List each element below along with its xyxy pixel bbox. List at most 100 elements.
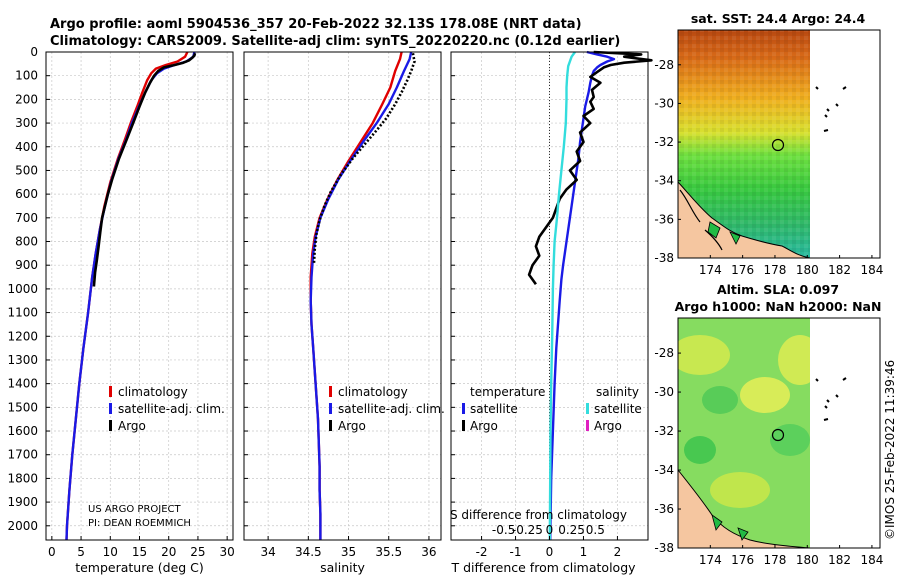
- legend-marker-t-satellite: [462, 403, 465, 414]
- map-x-tick-label: 184: [860, 263, 883, 277]
- salinity-panel: 34 34.5 35 35.5 36 salinity: [243, 51, 442, 575]
- legend-title-temperature: temperature: [470, 385, 545, 399]
- land-vegetation: [711, 514, 749, 541]
- y-tick-label: 600: [15, 187, 38, 201]
- legend-marker-satellite: [329, 403, 332, 414]
- sla-feature: [770, 424, 810, 456]
- legend-label-t-argo: Argo: [470, 419, 498, 433]
- map-y-tick-label: -36: [654, 212, 674, 226]
- series-line-t-satellite: [549, 50, 616, 541]
- series-line-satellite-adj-clim-: [309, 51, 413, 540]
- map-y-tick-label: -34: [654, 174, 674, 188]
- y-tick-label: 800: [15, 235, 38, 249]
- map-x-tick-label: 178: [764, 553, 787, 567]
- map-x-tick-label: 180: [796, 263, 819, 277]
- sla-map-frame: [677, 317, 881, 549]
- y-tick-label: 200: [15, 92, 38, 106]
- legend-marker-s-argo: [586, 420, 589, 431]
- legend-marker-argo: [109, 420, 112, 431]
- sla-feature: [684, 436, 716, 464]
- sla-feature: [740, 377, 790, 413]
- y-tick-label: 500: [15, 163, 38, 177]
- legend-label-argo: Argo: [118, 419, 146, 433]
- legend-label-climatology: climatology: [118, 385, 188, 399]
- float-position-marker: [771, 428, 785, 442]
- x2-tick-label: 0.25: [558, 523, 585, 537]
- y-tick-label: 1700: [7, 448, 38, 462]
- legend-marker-climatology: [329, 386, 332, 397]
- x-tick-label: 5: [77, 545, 85, 559]
- legend-marker-satellite: [109, 403, 112, 414]
- salinity-legend: climatology satellite-adj. clim. Argo: [329, 385, 445, 433]
- sla-feature: [710, 472, 770, 508]
- y-tick-label: 1400: [7, 377, 38, 391]
- legend-label-s-satellite: satellite: [594, 402, 642, 416]
- x-tick-label: 34.5: [295, 545, 322, 559]
- x-tick-label: 35.5: [375, 545, 402, 559]
- x-tick-label: 35: [341, 545, 356, 559]
- x2-tick-label: 0.5: [586, 523, 605, 537]
- y-tick-label: 1300: [7, 353, 38, 367]
- map-x-tick-label: 178: [764, 263, 787, 277]
- legend-marker-argo: [329, 420, 332, 431]
- sla-map-title: Altim. SLA: 0.097: [717, 282, 839, 297]
- title-line-1: Argo profile: aoml 5904536_357 20-Feb-20…: [50, 17, 582, 32]
- y-tick-label: 300: [15, 116, 38, 130]
- difference-panel: -2 -1 0 1 2T difference from climatology -0.5…: [450, 50, 653, 575]
- map-x-tick-label: 182: [828, 263, 851, 277]
- legend-label-t-satellite: satellite: [470, 402, 518, 416]
- map-y-tick-label: -38: [654, 251, 674, 265]
- land-north-island: [678, 181, 810, 258]
- x-tick-label: 20: [161, 545, 176, 559]
- map-y-tick-label: -30: [654, 96, 674, 110]
- sla-feature: [778, 335, 810, 385]
- land-vegetation: [707, 221, 741, 245]
- credit-timestamp: ©IMOS 25-Feb-2022 11:39:46: [883, 360, 897, 540]
- legend-marker-s-satellite: [586, 403, 589, 414]
- y-tick-label: 1600: [7, 424, 38, 438]
- x2-tick-label: 0: [546, 523, 554, 537]
- series-line-climatology: [309, 51, 403, 540]
- y-tick-label: 1100: [7, 306, 38, 320]
- y-tick-label: 700: [15, 211, 38, 225]
- y-tick-label: 100: [15, 69, 38, 83]
- temperature-legend: climatology satellite-adj. clim. Argo: [109, 385, 225, 433]
- x-tick-label: 25: [190, 545, 205, 559]
- map-y-tick-label: -30: [654, 385, 674, 399]
- pi-label: PI: DEAN ROEMMICH: [88, 518, 191, 529]
- y-tick-label: 1800: [7, 471, 38, 485]
- series-line-argo: [92, 52, 197, 287]
- map-y-tick-label: -28: [654, 346, 674, 360]
- x2-tick-label: -0.25: [512, 523, 543, 537]
- legend-label-climatology: climatology: [338, 385, 408, 399]
- s-difference-axis-label: S difference from climatology: [450, 508, 627, 522]
- difference-legend: temperature salinity satellite Argo sate…: [462, 385, 642, 433]
- series-line-satellite-adj-clim-: [65, 51, 196, 541]
- series-line-s-satellite: [548, 51, 576, 541]
- map-x-tick-label: 176: [731, 263, 754, 277]
- sla-map-subtitle: Argo h1000: NaN h2000: NaN: [675, 299, 882, 314]
- title-line-2: Climatology: CARS2009. Satellite-adj cli…: [50, 34, 620, 49]
- map-x-tick-label: 182: [828, 553, 851, 567]
- x-tick-label: 2: [614, 545, 622, 559]
- map-x-tick-label: 184: [860, 553, 883, 567]
- map-x-tick-label: 174: [699, 553, 722, 567]
- y-tick-label: 2000: [7, 519, 38, 533]
- x-tick-label: 0: [546, 545, 554, 559]
- sla-feature: [678, 335, 730, 375]
- x-tick-label: 15: [132, 545, 147, 559]
- legend-label-argo: Argo: [338, 419, 366, 433]
- legend-marker-t-argo: [462, 420, 465, 431]
- sst-map-frame: [677, 29, 881, 259]
- x-tick-label: -2: [476, 545, 488, 559]
- map-y-tick-label: -38: [654, 541, 674, 555]
- temperature-panel: 0 5 10 15 20 25 300100200300400500600700800900…: [7, 45, 234, 575]
- kermadec-islands: [815, 86, 847, 132]
- y-tick-label: 1000: [7, 282, 38, 296]
- x-tick-label: 1: [580, 545, 588, 559]
- map-y-tick-label: -36: [654, 502, 674, 516]
- y-tick-label: 1500: [7, 400, 38, 414]
- x-tick-label: 30: [220, 545, 235, 559]
- series-line-argo: [312, 52, 416, 263]
- y-tick-label: 0: [30, 45, 38, 59]
